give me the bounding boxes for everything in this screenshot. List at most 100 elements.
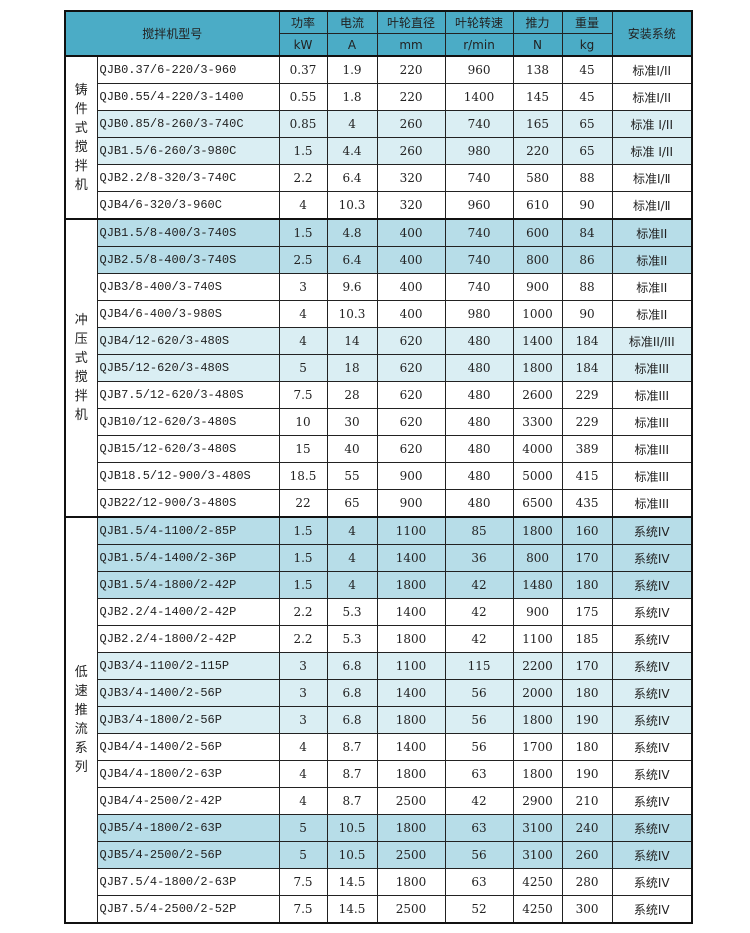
- cell-thrust: 800: [512, 246, 563, 274]
- table-row: QJB4/4-1400/2-56P 4 8.7 1400 56 1700 180 系统IV: [65, 733, 693, 761]
- table-row: 冲压式搅拌机 QJB1.5/8-400/3-740S 1.5 4.8 400 740 600…: [64, 218, 693, 518]
- cell-weight: 65: [561, 110, 613, 138]
- cell-speed: 740: [444, 218, 514, 247]
- cell-power: 15: [278, 435, 328, 463]
- cell-weight: 65: [561, 137, 613, 165]
- cell-thrust: 2000: [512, 679, 563, 707]
- table-row: QJB15/12-620/3-480S 15 40 620 480 4000 389 标准II…: [65, 435, 693, 463]
- table-row: QJB7.5/4-2500/2-52P 7.5 14.5 2500 52 4250 300 系…: [65, 895, 693, 924]
- cell-weight: 180: [561, 571, 613, 599]
- cell-weight: 45: [561, 83, 613, 111]
- cell-thrust: 1800: [512, 760, 563, 788]
- table-row: QJB2.2/8-320/3-740C 2.2 6.4 320 740 580 88 标准I/…: [65, 164, 693, 192]
- cell-diameter: 620: [376, 354, 446, 382]
- cell-current: 65: [326, 489, 378, 518]
- cell-current: 4: [326, 571, 378, 599]
- cell-diameter: 1800: [376, 868, 446, 896]
- cell-model: QJB3/4-1100/2-115P: [96, 652, 280, 680]
- cell-thrust: 1800: [512, 706, 563, 734]
- cell-thrust: 600: [512, 218, 563, 247]
- cell-model: QJB7.5/4-2500/2-52P: [96, 895, 280, 924]
- cell-thrust: 800: [512, 544, 563, 572]
- cell-current: 6.4: [326, 164, 378, 192]
- cell-diameter: 400: [376, 246, 446, 274]
- table-row: QJB7.5/4-1800/2-63P 7.5 14.5 1800 63 4250 280 系…: [65, 868, 693, 896]
- table-body: 铸件式搅拌机 QJB0.37/6-220/3-960 0.37 1.9 220 960 13…: [64, 55, 693, 924]
- cell-weight: 88: [561, 164, 613, 192]
- cell-system: 标准III: [611, 354, 693, 382]
- cell-weight: 229: [561, 408, 613, 436]
- cell-speed: 980: [444, 300, 514, 328]
- cell-model: QJB5/12-620/3-480S: [96, 354, 280, 382]
- cell-speed: 42: [444, 625, 514, 653]
- cell-current: 14.5: [326, 868, 378, 896]
- cell-power: 7.5: [278, 381, 328, 409]
- table-row: QJB2.5/8-400/3-740S 2.5 6.4 400 740 800 86 标准II: [65, 246, 693, 274]
- cell-power: 4: [278, 191, 328, 220]
- cell-weight: 45: [561, 55, 613, 84]
- cell-weight: 300: [561, 895, 613, 924]
- cell-model: QJB7.5/4-1800/2-63P: [96, 868, 280, 896]
- cell-power: 4: [278, 733, 328, 761]
- cell-speed: 63: [444, 760, 514, 788]
- cell-model: QJB4/6-400/3-980S: [96, 300, 280, 328]
- cell-current: 6.8: [326, 679, 378, 707]
- cell-speed: 960: [444, 55, 514, 84]
- group-label: 铸件式搅拌机: [64, 55, 98, 220]
- cell-system: 系统IV: [611, 516, 693, 545]
- cell-system: 标准III: [611, 489, 693, 518]
- table-row: QJB0.55/4-220/3-1400 0.55 1.8 220 1400 145 45 标…: [65, 83, 693, 111]
- cell-current: 8.7: [326, 760, 378, 788]
- cell-speed: 56: [444, 679, 514, 707]
- cell-diameter: 1400: [376, 598, 446, 626]
- cell-system: 标准II: [611, 273, 693, 301]
- cell-weight: 210: [561, 787, 613, 815]
- cell-current: 1.8: [326, 83, 378, 111]
- cell-current: 14.5: [326, 895, 378, 924]
- cell-current: 14: [326, 327, 378, 355]
- cell-diameter: 620: [376, 435, 446, 463]
- cell-system: 标准I/Ⅱ: [611, 191, 693, 220]
- cell-power: 18.5: [278, 462, 328, 490]
- table-row: QJB4/4-1800/2-63P 4 8.7 1800 63 1800 190 系统IV: [65, 760, 693, 788]
- cell-weight: 415: [561, 462, 613, 490]
- cell-weight: 175: [561, 598, 613, 626]
- cell-power: 1.5: [278, 571, 328, 599]
- cell-speed: 56: [444, 706, 514, 734]
- table-row: QJB4/12-620/3-480S 4 14 620 480 1400 184 标准II/I…: [65, 327, 693, 355]
- cell-current: 30: [326, 408, 378, 436]
- cell-current: 6.4: [326, 246, 378, 274]
- header-power: 功率: [278, 10, 328, 34]
- cell-speed: 480: [444, 489, 514, 518]
- cell-current: 40: [326, 435, 378, 463]
- cell-diameter: 2500: [376, 787, 446, 815]
- cell-system: 标准II/III: [611, 327, 693, 355]
- cell-model: QJB1.5/4-1400/2-36P: [96, 544, 280, 572]
- cell-power: 1.5: [278, 544, 328, 572]
- cell-diameter: 2500: [376, 841, 446, 869]
- table-row: QJB2.2/4-1800/2-42P 2.2 5.3 1800 42 1100 185 系统…: [65, 625, 693, 653]
- cell-speed: 740: [444, 273, 514, 301]
- cell-system: 系统IV: [611, 598, 693, 626]
- cell-speed: 85: [444, 516, 514, 545]
- cell-power: 4: [278, 787, 328, 815]
- cell-thrust: 900: [512, 598, 563, 626]
- cell-power: 5: [278, 814, 328, 842]
- cell-power: 0.37: [278, 55, 328, 84]
- table-row: QJB10/12-620/3-480S 10 30 620 480 3300 229 标准II…: [65, 408, 693, 436]
- table-row: QJB5/4-2500/2-56P 5 10.5 2500 56 3100 260 系统IV: [65, 841, 693, 869]
- cell-current: 1.9: [326, 55, 378, 84]
- cell-system: 系统IV: [611, 706, 693, 734]
- cell-system: 标准III: [611, 462, 693, 490]
- cell-current: 4.8: [326, 218, 378, 247]
- cell-model: QJB2.5/8-400/3-740S: [96, 246, 280, 274]
- cell-system: 系统IV: [611, 733, 693, 761]
- table-row: QJB4/6-320/3-960C 4 10.3 320 960 610 90 标准I/Ⅱ: [65, 191, 693, 220]
- table-row: 低速推流系列 QJB1.5/4-1100/2-85P 1.5 4 1100 85 1800 1…: [64, 516, 693, 924]
- cell-model: QJB3/4-1800/2-56P: [96, 706, 280, 734]
- cell-diameter: 1100: [376, 516, 446, 545]
- cell-current: 5.3: [326, 598, 378, 626]
- table-row: QJB7.5/12-620/3-480S 7.5 28 620 480 2600 229 标准…: [65, 381, 693, 409]
- cell-thrust: 2600: [512, 381, 563, 409]
- cell-power: 1.5: [278, 218, 328, 247]
